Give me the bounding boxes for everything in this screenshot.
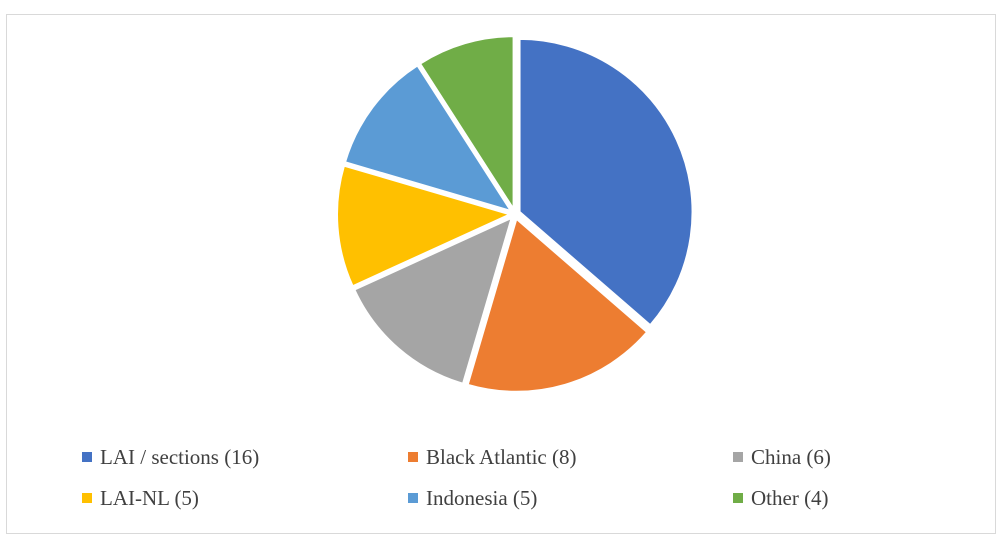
pie-slice-indonesia [343,64,514,213]
pie-slice-china [353,215,514,386]
pie-slice-other [418,35,515,213]
pie-slice-lai-nl [336,164,513,288]
pie-slice-lai-sections [518,37,694,327]
pie-chart [336,35,694,393]
pie-slice-black-atlantic [466,217,649,393]
